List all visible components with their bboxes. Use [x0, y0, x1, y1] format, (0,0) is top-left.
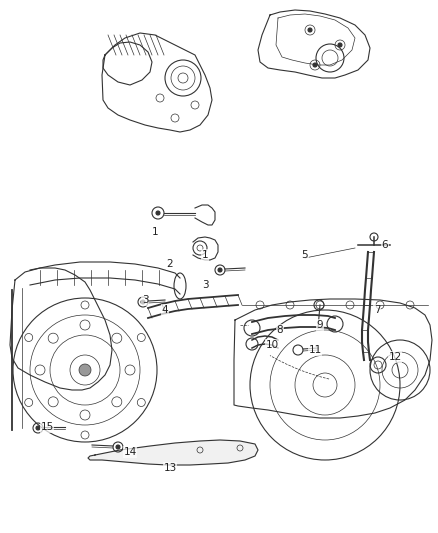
Text: 6: 6 — [381, 240, 389, 250]
Text: 7: 7 — [374, 305, 380, 315]
Text: 15: 15 — [40, 422, 53, 432]
Text: 9: 9 — [317, 320, 323, 330]
Circle shape — [156, 211, 160, 215]
Circle shape — [313, 63, 317, 67]
Circle shape — [141, 300, 145, 304]
Text: 8: 8 — [277, 325, 283, 335]
Circle shape — [116, 445, 120, 449]
Text: 11: 11 — [308, 345, 321, 355]
Polygon shape — [88, 440, 258, 465]
Text: 12: 12 — [389, 352, 402, 362]
Text: 3: 3 — [201, 280, 208, 290]
Circle shape — [218, 268, 222, 272]
Text: 10: 10 — [265, 340, 279, 350]
Text: 1: 1 — [201, 250, 208, 260]
Circle shape — [308, 28, 312, 32]
Circle shape — [36, 426, 40, 430]
Text: 2: 2 — [167, 259, 173, 269]
Text: 1: 1 — [152, 227, 158, 237]
Circle shape — [338, 43, 342, 47]
Text: 3: 3 — [141, 295, 148, 305]
Text: 13: 13 — [163, 463, 177, 473]
Text: 5: 5 — [302, 250, 308, 260]
Text: 4: 4 — [162, 305, 168, 315]
Circle shape — [79, 364, 91, 376]
Text: 14: 14 — [124, 447, 137, 457]
